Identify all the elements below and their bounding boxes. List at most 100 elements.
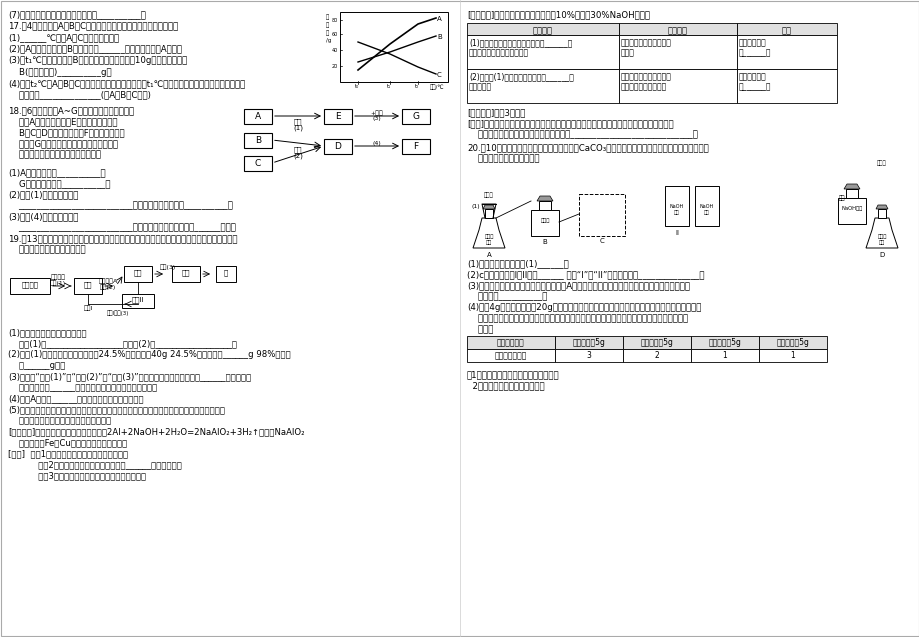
Text: 下表：: 下表： [467, 325, 493, 334]
Text: (3)反应(4)的化学方程式：: (3)反应(4)的化学方程式： [8, 212, 78, 221]
Text: 第二次加党5g: 第二次加党5g [640, 338, 673, 347]
Text: [查阅资料]铝与氮氧化鑃溶液反应方程式为2Al+2NaOH+2H₂O=2NaAlO₂+3H₂↑（产物NaAlO₂: [查阅资料]铝与氮氧化鑃溶液反应方程式为2Al+2NaOH+2H₂O=2NaAl… [8, 427, 304, 436]
Text: 解: 解 [325, 22, 329, 27]
Bar [323, 138, 352, 154]
Text: 实验方案: 实验方案 [532, 26, 552, 35]
Polygon shape [482, 205, 494, 209]
Text: 20: 20 [332, 64, 337, 69]
Text: (1)写出下列他器的名称(1)______。: (1)写出下列他器的名称(1)______。 [467, 259, 568, 268]
Text: 实现现象: 实现现象 [667, 26, 687, 35]
Bar [402, 138, 429, 154]
Text: 反应(1): 反应(1) [50, 280, 66, 285]
Text: 40: 40 [332, 48, 337, 53]
Text: (1)写出下列反应的化学方程式：: (1)写出下列反应的化学方程式： [8, 328, 86, 337]
Bar [467, 23, 618, 35]
Text: (2)反应(1)的化学方程式：: (2)反应(1)的化学方程式： [8, 190, 78, 199]
Text: 反应(3): 反应(3) [160, 264, 176, 269]
Text: (4)试剩A可选用______溶液（填一种物质的化学式）: (4)试剩A可选用______溶液（填一种物质的化学式） [8, 394, 143, 403]
Text: (3)在t₁℃时，将一定量B物质的饱和溶液恒温蔓发10g水，可析出晶体: (3)在t₁℃时，将一定量B物质的饱和溶液恒温蔓发10g水，可析出晶体 [8, 56, 187, 65]
Text: 其目的是__________。: 其目的是__________。 [467, 292, 547, 301]
Text: [猜想]  猜想1：该合金粉末中除铝外，还含有铁。: [猜想] 猜想1：该合金粉末中除铝外，还含有铁。 [8, 449, 128, 458]
Text: (3)在进行“反应(1)”、“反应(2)”、“反应(3)”的操作时，可将反应物加入______中（填仪器: (3)在进行“反应(1)”、“反应(2)”、“反应(3)”的操作时，可将反应物加… [8, 372, 251, 381]
Text: 成分，G为浅绿色溶液，各物质的转化关系: 成分，G为浅绿色溶液，各物质的转化关系 [8, 139, 118, 148]
Text: B: B [437, 34, 441, 40]
Bar [694, 186, 719, 226]
Text: B: B [255, 136, 261, 145]
Text: 剩余固体的质量: 剩余固体的质量 [494, 351, 527, 360]
Text: 滤渣部分溶解，并有气体
放出，溶液呈浅绿色。: 滤渣部分溶解，并有气体 放出，溶液呈浅绿色。 [620, 72, 671, 91]
Text: 稀盐酸的用量: 稀盐酸的用量 [496, 338, 525, 347]
Bar [467, 69, 618, 103]
Text: 其中A为红橙色固体，E为黑色固体单质，: 其中A为红橙色固体，E为黑色固体单质， [8, 117, 118, 126]
Text: 19.（13分）木炭粉还原氧化铜实验后的混合粉末中含有铜、氧化铜、少量木炭粉，实验室从该混: 19.（13分）木炭粉还原氧化铜实验后的混合粉末中含有铜、氧化铜、少量木炭粉，实… [8, 234, 237, 243]
Bar [578, 194, 624, 236]
Text: 过量硫酸: 过量硫酸 [51, 274, 65, 280]
Text: 第四次加党5g: 第四次加党5g [776, 338, 809, 347]
Text: 石灰石
样品: 石灰石 样品 [483, 234, 494, 245]
Text: (2)取步骤(1)所得滤液，加过量的______，
充分反应。: (2)取步骤(1)所得滤液，加过量的______， 充分反应。 [469, 72, 573, 91]
Text: 结论: 结论 [781, 26, 791, 35]
Text: 滤液I: 滤液I [84, 305, 93, 311]
Text: 过滤: 过滤 [84, 281, 92, 288]
Text: 17.（4分）右图是A、B、C三种物质的溶解度曲线，回答下列问题：: 17.（4分）右图是A、B、C三种物质的溶解度曲线，回答下列问题： [8, 22, 178, 31]
Text: 滤液II: 滤液II [131, 296, 144, 303]
Text: (3): (3) [372, 116, 381, 121]
Text: (1): (1) [292, 124, 302, 131]
Text: F: F [413, 142, 418, 151]
Bar [340, 12, 448, 82]
Text: (1)______℃时，A、C的溶解度相等。: (1)______℃时，A、C的溶解度相等。 [8, 33, 119, 42]
Bar [124, 266, 152, 282]
Text: 求1该石灰石样品中碳酸钓的质量分数；: 求1该石灰石样品中碳酸钓的质量分数； [467, 370, 559, 379]
Text: 铜: 铜 [223, 269, 228, 276]
Text: 见右图，请根据右图回答下列问题：: 见右图，请根据右图回答下列问题： [8, 150, 101, 159]
Bar [690, 349, 758, 362]
Text: 稀盐酸: 稀盐酸 [483, 192, 494, 197]
Text: 溡于水）；Fe、Cu不与氮氧化鑃溶液反应。: 溡于水）；Fe、Cu不与氮氧化鑃溶液反应。 [8, 438, 127, 447]
Bar [736, 23, 836, 35]
Text: /g: /g [325, 38, 331, 43]
Text: 合金中一定含
有______。: 合金中一定含 有______。 [738, 38, 771, 57]
Text: 1: 1 [789, 351, 795, 360]
Bar [467, 336, 554, 349]
Text: 反应(2): 反应(2) [100, 284, 116, 290]
Text: (2): (2) [293, 152, 302, 159]
Bar [758, 336, 826, 349]
Text: 混合粉末: 混合粉末 [21, 281, 39, 288]
Text: 1: 1 [721, 351, 727, 360]
Text: 空气: 空气 [838, 195, 845, 201]
Text: 点燃: 点燃 [293, 146, 302, 153]
Bar [216, 266, 236, 282]
Bar [244, 108, 272, 124]
Text: NaOH
溶液: NaOH 溶液 [669, 204, 684, 215]
Text: 粉末部分溶解，并有气体
放出。: 粉末部分溶解，并有气体 放出。 [620, 38, 671, 57]
Bar [244, 132, 272, 148]
Text: II: II [675, 230, 678, 236]
Text: [反思]一般来说，活泼金属能与盐酸等酸反应，而铝与酸、熔都能反应，说明铝具有特殊的: [反思]一般来说，活泼金属能与盐酸等酸反应，而铝与酸、熔都能反应，说明铝具有特殊… [467, 119, 673, 128]
Text: 2该稀盐酸中溶质的质量分数。: 2该稀盐酸中溶质的质量分数。 [467, 381, 544, 390]
Text: 高温: 高温 [293, 118, 302, 125]
Text: 猜想2：该合金粉末中除铝外，还含有______（填名称）。: 猜想2：该合金粉末中除铝外，还含有______（填名称）。 [8, 460, 182, 469]
Bar [244, 155, 272, 171]
Text: t₁: t₁ [387, 84, 391, 89]
Bar [622, 336, 690, 349]
Text: (1)取一定量的合金粉末，加过量的______，
充分反应后过滤，滤液备用。: (1)取一定量的合金粉末，加过量的______， 充分反应后过滤，滤液备用。 [469, 38, 572, 57]
Text: 溶: 溶 [325, 14, 329, 20]
Bar [323, 108, 352, 124]
Text: 滤液I反应(3): 滤液I反应(3) [107, 310, 129, 315]
Text: (2)c装置应当选择I、II中的______ （填“I”或“II”），其作用是______________，: (2)c装置应当选择I、II中的______ （填“I”或“II”），其作用是_… [467, 270, 704, 279]
Text: 度: 度 [325, 30, 329, 36]
Bar [618, 35, 736, 69]
Text: A: A [255, 112, 261, 121]
Text: (4): (4) [372, 141, 381, 146]
Text: 20.（10分）某石灰厂需要测定石灰石样品中CaCO₃的质量分数，小刚设计了下图所示装置来完成: 20.（10分）某石灰厂需要测定石灰石样品中CaCO₃的质量分数，小刚设计了下图… [467, 143, 708, 152]
Bar [402, 108, 429, 124]
Text: D: D [335, 142, 341, 151]
Text: C: C [437, 72, 441, 78]
Text: 过滤: 过滤 [133, 269, 142, 276]
Bar [539, 201, 550, 210]
Text: B: B [542, 239, 547, 245]
Bar [837, 198, 865, 224]
Text: 不与酸反应，也不溶于水），充分反应后经过过滤、干燥等操作，最后称量，最终实验数据如: 不与酸反应，也不溶于水），充分反应后经过过滤、干燥等操作，最后称量，最终实验数据… [467, 314, 687, 323]
Polygon shape [843, 184, 859, 189]
Bar [758, 349, 826, 362]
